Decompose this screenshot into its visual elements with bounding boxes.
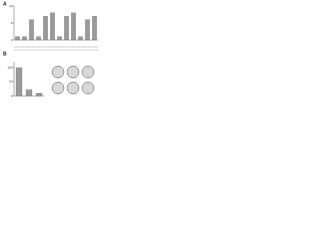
label-table: [14, 46, 98, 51]
bar: [25, 89, 33, 97]
y-tick-label: 0: [11, 38, 13, 42]
bar: [92, 16, 97, 41]
y-tick-label: 0: [11, 94, 13, 98]
panel-label: B: [3, 51, 7, 57]
bar: [78, 36, 83, 41]
bar: [35, 93, 43, 97]
y-tick-label: 100: [7, 65, 12, 69]
bar: [22, 36, 27, 41]
bar: [15, 36, 20, 41]
y-tick-label: 50: [9, 80, 13, 84]
well: [81, 81, 95, 95]
y-tick-label: 5: [11, 21, 13, 25]
bar: [85, 19, 90, 41]
well: [66, 65, 80, 79]
well: [66, 81, 80, 95]
panel-label: A: [3, 1, 7, 7]
bar: [71, 12, 76, 41]
bar: [64, 16, 69, 41]
bar: [50, 12, 55, 41]
well: [51, 81, 65, 95]
bar: [15, 67, 23, 97]
y-tick-label: 10: [9, 4, 13, 8]
bar: [29, 19, 34, 41]
bar: [43, 16, 48, 41]
well: [81, 65, 95, 79]
well: [51, 65, 65, 79]
bar: [57, 36, 62, 41]
bar: [36, 36, 41, 41]
wells: [51, 65, 95, 95]
